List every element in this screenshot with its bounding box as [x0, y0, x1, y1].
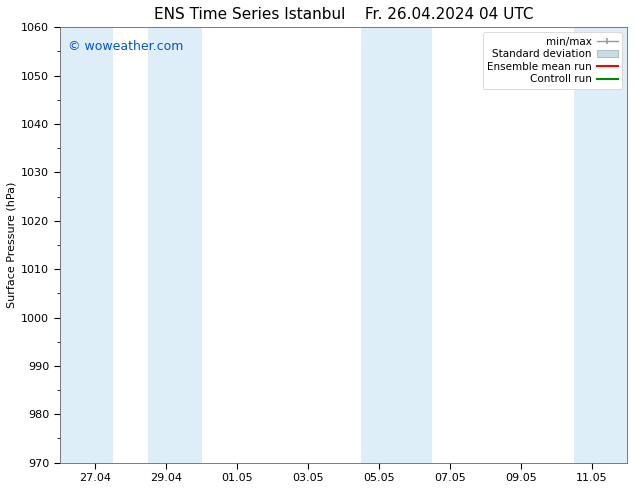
Bar: [574, 27, 627, 463]
Bar: [148, 27, 202, 463]
Bar: [361, 27, 432, 463]
Legend: min/max, Standard deviation, Ensemble mean run, Controll run: min/max, Standard deviation, Ensemble me…: [482, 32, 622, 89]
Text: © woweather.com: © woweather.com: [68, 40, 183, 53]
Y-axis label: Surface Pressure (hPa): Surface Pressure (hPa): [7, 182, 17, 308]
Title: ENS Time Series Istanbul    Fr. 26.04.2024 04 UTC: ENS Time Series Istanbul Fr. 26.04.2024 …: [153, 7, 533, 22]
Bar: [60, 27, 113, 463]
